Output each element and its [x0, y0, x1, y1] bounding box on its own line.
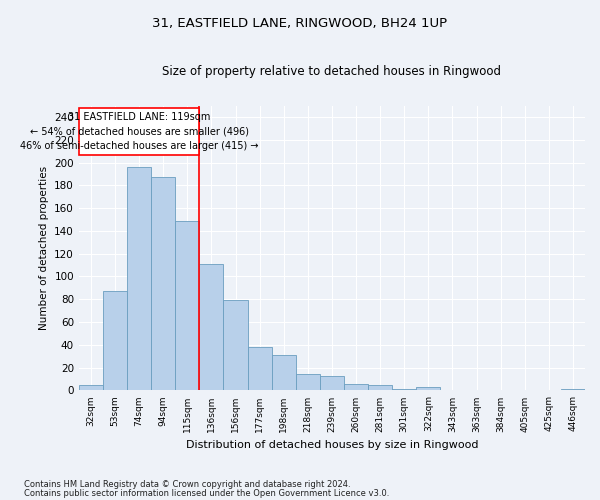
Text: Contains public sector information licensed under the Open Government Licence v3: Contains public sector information licen… [24, 488, 389, 498]
Bar [151, 178, 175, 390]
Bar [223, 300, 248, 390]
Text: 31 EASTFIELD LANE: 119sqm
← 54% of detached houses are smaller (496)
46% of semi: 31 EASTFIELD LANE: 119sqm ← 54% of detac… [20, 112, 259, 150]
Bar [79, 108, 199, 154]
Bar [175, 220, 199, 390]
Bar [103, 292, 127, 390]
Bar [79, 384, 103, 390]
Y-axis label: Number of detached properties: Number of detached properties [39, 166, 49, 330]
Title: Size of property relative to detached houses in Ringwood: Size of property relative to detached ho… [163, 65, 502, 78]
Bar [296, 374, 320, 390]
Bar [248, 347, 272, 391]
X-axis label: Distribution of detached houses by size in Ringwood: Distribution of detached houses by size … [185, 440, 478, 450]
Bar [127, 167, 151, 390]
Bar [368, 384, 392, 390]
Bar [416, 387, 440, 390]
Text: Contains HM Land Registry data © Crown copyright and database right 2024.: Contains HM Land Registry data © Crown c… [24, 480, 350, 489]
Bar [272, 355, 296, 390]
Bar [344, 384, 368, 390]
Text: 31, EASTFIELD LANE, RINGWOOD, BH24 1UP: 31, EASTFIELD LANE, RINGWOOD, BH24 1UP [152, 18, 448, 30]
Bar [199, 264, 223, 390]
Bar [320, 376, 344, 390]
